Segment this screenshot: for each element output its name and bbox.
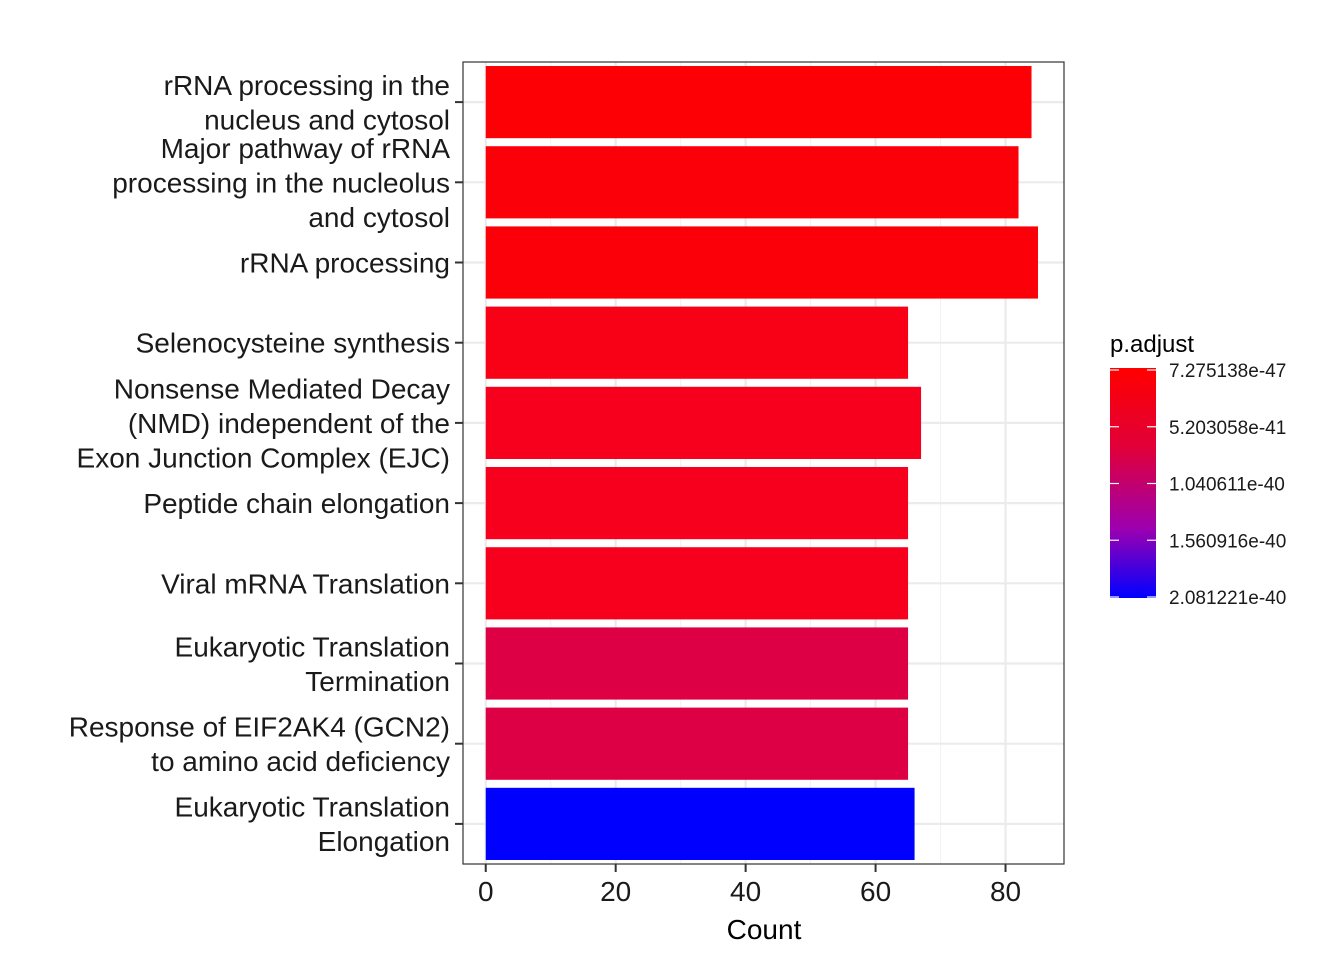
y-tick-label-line: rRNA processing in the (164, 70, 450, 101)
bar (485, 787, 915, 860)
y-tick-label: Selenocysteine synthesis (136, 328, 450, 359)
legend-label: 5.203058e-41 (1169, 418, 1286, 439)
y-tick-label-line: Viral mRNA Translation (161, 568, 450, 599)
legend-title: p.adjust (1110, 331, 1194, 358)
x-axis-title: Count (727, 914, 802, 945)
legend: p.adjust 7.275138e-47 5.203058e-41 1.04061… (1110, 331, 1286, 609)
y-tick-label-line: processing in the nucleolus (112, 167, 450, 198)
y-tick-label: Response of EIF2AK4 (GCN2) to amino acid … (69, 711, 450, 777)
y-tick-label-line: to amino acid deficiency (151, 746, 450, 777)
y-tick-label-line: and cytosol (308, 202, 450, 233)
bar (485, 707, 909, 780)
y-tick-label-line: rRNA processing (240, 248, 450, 279)
legend-label: 1.560916e-40 (1169, 531, 1286, 552)
y-axis: rRNA processing in the nucleus and cytoso… (69, 70, 463, 857)
y-tick-label-line: Elongation (318, 826, 450, 857)
bar (485, 547, 909, 620)
bar (485, 146, 1019, 219)
bar (485, 627, 909, 700)
panel-border (462, 61, 1065, 865)
y-tick-label-line: Nonsense Mediated Decay (114, 373, 450, 404)
bar (485, 467, 909, 540)
x-tick-label: 0 (478, 876, 494, 907)
y-tick-label-line: Eukaryotic Translation (175, 631, 450, 662)
y-tick-label: rRNA processing in the nucleus and cytoso… (164, 70, 450, 136)
y-tick-label-line: nucleus and cytosol (204, 104, 450, 135)
y-tick-label-line: Major pathway of rRNA (161, 133, 451, 164)
y-tick-label: Viral mRNA Translation (161, 568, 450, 599)
bar (485, 226, 1039, 299)
x-tick-label: 40 (730, 876, 761, 907)
x-tick-label: 80 (990, 876, 1021, 907)
bar (485, 386, 922, 459)
y-tick-label: rRNA processing (240, 248, 450, 279)
legend-label: 7.275138e-47 (1169, 361, 1286, 382)
y-tick-label: Peptide chain elongation (143, 488, 450, 519)
bar (485, 66, 1032, 139)
y-tick-label: Nonsense Mediated Decay (NMD) independent… (77, 373, 450, 473)
y-tick-label-line: Eukaryotic Translation (175, 792, 450, 823)
y-tick-label-line: Selenocysteine synthesis (136, 328, 450, 359)
bar (485, 306, 909, 379)
x-tick-label: 20 (600, 876, 631, 907)
y-tick-label-line: Peptide chain elongation (143, 488, 450, 519)
y-tick-label-line: Termination (305, 666, 450, 697)
legend-label: 1.040611e-40 (1169, 475, 1285, 496)
legend-ticks: 7.275138e-47 5.203058e-41 1.040611e-40 1.56… (1110, 361, 1286, 609)
bars (485, 66, 1039, 860)
y-tick-label: Eukaryotic Translation Elongation (175, 792, 450, 858)
legend-label: 2.081221e-40 (1169, 588, 1286, 609)
y-tick-label-line: (NMD) independent of the (128, 408, 450, 439)
y-tick-label-line: Response of EIF2AK4 (GCN2) (69, 711, 450, 742)
y-tick-label: Eukaryotic Translation Termination (175, 631, 450, 697)
x-axis: 0 20 40 60 80 (478, 864, 1021, 907)
y-tick-label: Major pathway of rRNA processing in the n… (112, 133, 450, 233)
x-tick-label: 60 (860, 876, 891, 907)
y-tick-label-line: Exon Junction Complex (EJC) (77, 442, 450, 473)
